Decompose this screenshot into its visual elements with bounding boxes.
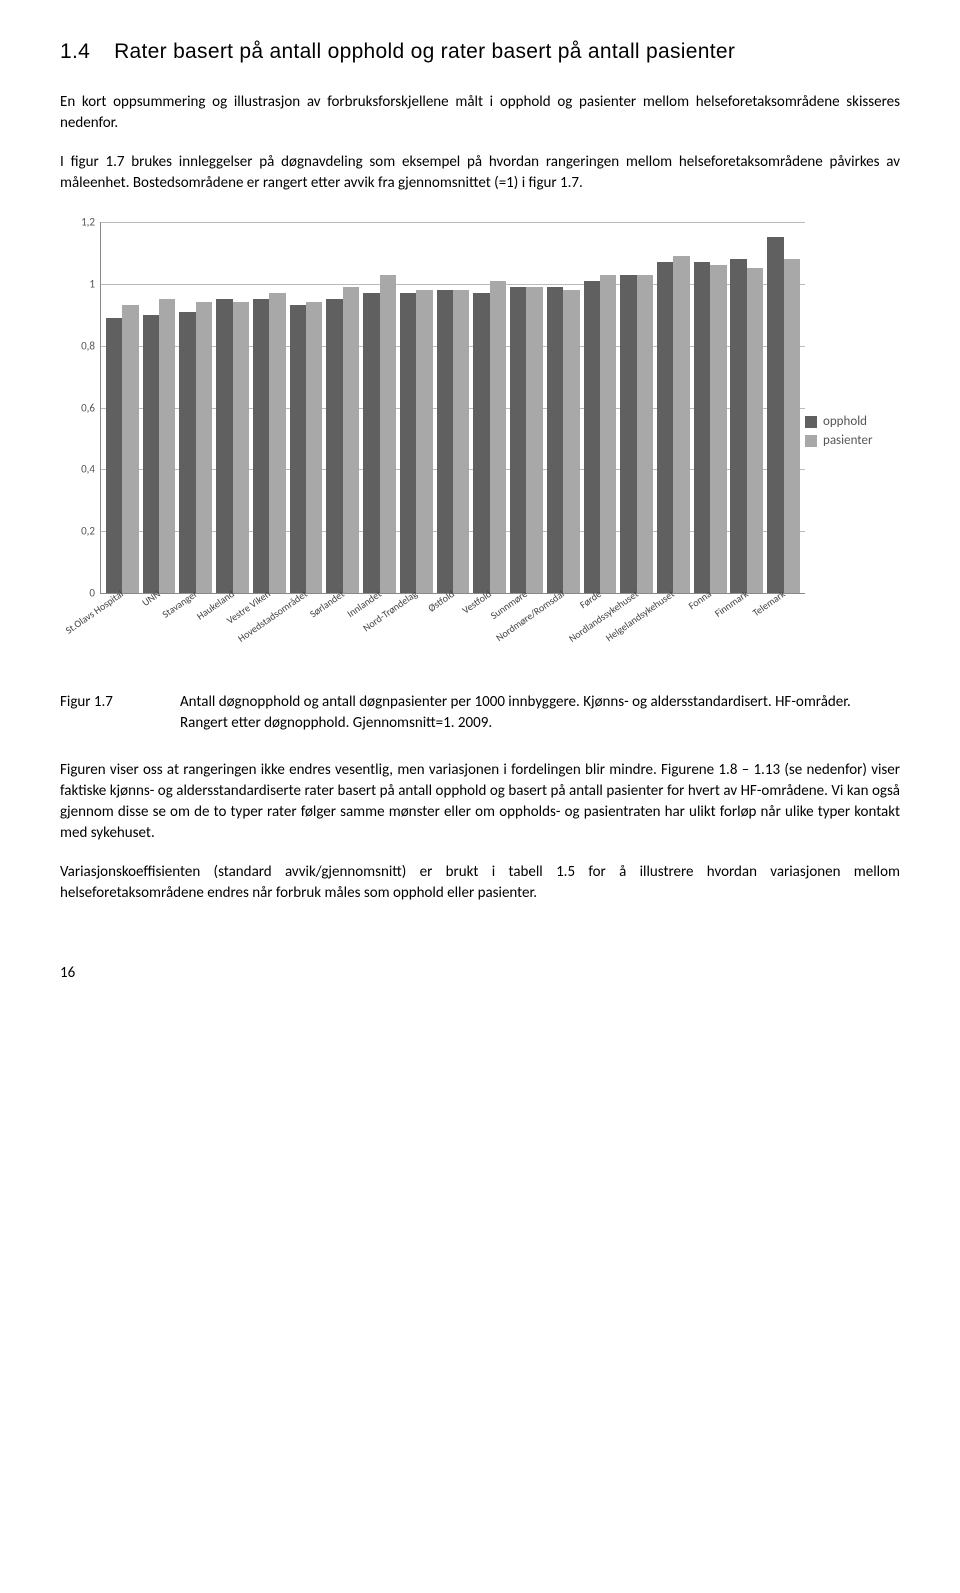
paragraph-4: Variasjonskoeffisienten (standard avvik/… — [60, 862, 900, 904]
bar — [306, 302, 322, 593]
bar — [122, 305, 138, 593]
y-tick-label: 0,6 — [67, 401, 95, 414]
y-tick-label: 1 — [67, 277, 95, 290]
legend-label: pasienter — [823, 433, 873, 448]
y-tick-label: 0 — [67, 587, 95, 600]
bar — [453, 290, 469, 593]
bar-group: Hovedstadsområdet — [288, 222, 325, 593]
bar-group: Innlandet — [361, 222, 398, 593]
bar — [326, 299, 342, 593]
bar — [159, 299, 175, 593]
bar — [106, 318, 122, 593]
legend-item-opphold: opphold — [805, 414, 900, 429]
bar — [290, 305, 306, 593]
bar — [179, 312, 195, 593]
bar — [196, 302, 212, 593]
bar-group: Nord-Trøndelag — [398, 222, 435, 593]
figure-caption-label: Figur 1.7 — [60, 692, 180, 734]
bar — [547, 287, 563, 593]
legend-label: opphold — [823, 414, 867, 429]
legend-item-pasienter: pasienter — [805, 433, 900, 448]
bar-group: Vestfold — [471, 222, 508, 593]
legend-swatch — [805, 416, 817, 428]
bar-group: Fonna — [692, 222, 729, 593]
bar — [416, 290, 432, 593]
bar-group: Vestre Viken — [251, 222, 288, 593]
bar — [510, 287, 526, 593]
bar-chart: 0 0,2 0,4 0,6 0,8 1 1,2 St.Olavs HospitalUNNSta… — [60, 214, 900, 664]
y-tick-label: 1,2 — [67, 216, 95, 229]
bar — [363, 293, 379, 593]
bar — [600, 275, 616, 593]
y-tick-label: 0,2 — [67, 525, 95, 538]
paragraph-3: Figuren viser oss at rangeringen ikke en… — [60, 760, 900, 844]
bar-group: Sørlandet — [324, 222, 361, 593]
bar — [233, 302, 249, 593]
bar — [216, 299, 232, 593]
y-tick-label: 0,4 — [67, 463, 95, 476]
bar-group: Sunnmøre — [508, 222, 545, 593]
bar — [710, 265, 726, 593]
bar — [730, 259, 746, 593]
bar-group: Nordlandssykehuset — [618, 222, 655, 593]
bar — [526, 287, 542, 593]
bar — [269, 293, 285, 593]
bar-group: UNN — [141, 222, 178, 593]
bar — [637, 275, 653, 593]
bar — [473, 293, 489, 593]
bar — [584, 281, 600, 593]
bar-group: Telemark — [765, 222, 802, 593]
bar-group: Nordmøre/Romsdal — [545, 222, 582, 593]
bar-group: Helgelandsykehuset — [655, 222, 692, 593]
bar — [343, 287, 359, 593]
bar — [767, 237, 783, 593]
bar — [657, 262, 673, 593]
legend-swatch — [805, 435, 817, 447]
bar-group: Finnmark — [728, 222, 765, 593]
bar — [784, 259, 800, 593]
page-number: 16 — [60, 964, 900, 982]
section-title: Rater basert på antall opphold og rater … — [114, 40, 735, 63]
section-number: 1.4 — [60, 40, 90, 64]
bar — [380, 275, 396, 593]
bar — [747, 268, 763, 593]
x-tick-label: Nordmøre/Romsdal — [493, 587, 566, 644]
bar — [253, 299, 269, 593]
section-heading: 1.4 Rater basert på antall opphold og rat… — [60, 40, 900, 64]
figure-caption-text: Antall døgnopphold og antall døgnpasient… — [180, 692, 900, 734]
bar — [563, 290, 579, 593]
bar-group: Haukeland — [214, 222, 251, 593]
bar — [400, 293, 416, 593]
bar-group: Førde — [582, 222, 619, 593]
y-tick-label: 0,8 — [67, 339, 95, 352]
bar-group: Stavanger — [177, 222, 214, 593]
bar — [143, 315, 159, 593]
paragraph-1: En kort oppsummering og illustrasjon av … — [60, 92, 900, 134]
bar — [694, 262, 710, 593]
bar — [620, 275, 636, 593]
bar-group: St.Olavs Hospital — [104, 222, 141, 593]
bar — [437, 290, 453, 593]
bar-group: Østfold — [435, 222, 472, 593]
bar — [673, 256, 689, 593]
figure-caption: Figur 1.7 Antall døgnopphold og antall d… — [60, 692, 900, 734]
paragraph-2: I figur 1.7 brukes innleggelser på døgna… — [60, 152, 900, 194]
bar — [490, 281, 506, 593]
chart-legend: opphold pasienter — [805, 214, 900, 664]
